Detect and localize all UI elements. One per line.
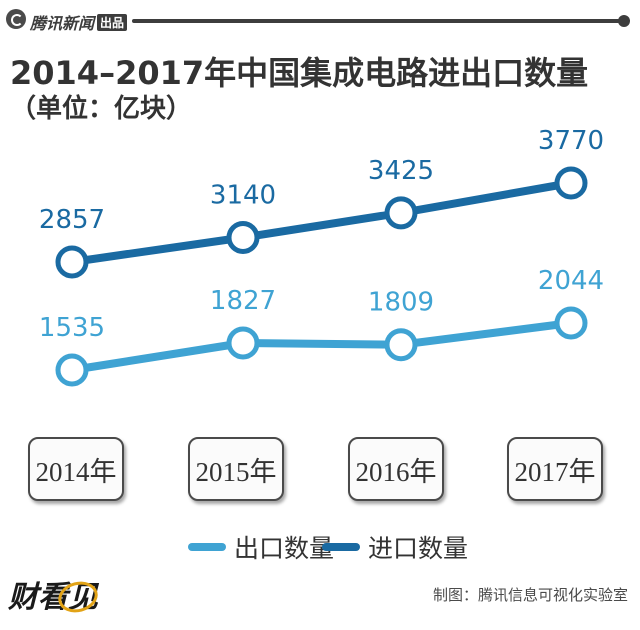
brand-logo: 财看见 bbox=[8, 572, 108, 622]
data-label: 2044 bbox=[538, 266, 604, 296]
chart-credit: 制图：腾讯信息可视化实验室 bbox=[432, 586, 628, 604]
tencent-news-logo-icon bbox=[6, 9, 26, 29]
data-point bbox=[226, 221, 260, 254]
chart-title: 2014–2017年中国集成电路进出口数量 bbox=[10, 54, 589, 92]
data-point bbox=[226, 326, 260, 360]
data-point bbox=[554, 166, 588, 200]
legend-item-export: 出口数量 bbox=[188, 529, 334, 565]
series-line bbox=[68, 179, 575, 266]
source-name: 腾讯新闻 bbox=[30, 14, 95, 33]
data-label: 1535 bbox=[39, 313, 105, 343]
data-label: 1809 bbox=[368, 288, 434, 318]
chart-subtitle: （单位：亿块） bbox=[10, 94, 193, 124]
data-point bbox=[55, 245, 89, 279]
x-category-label: 2016年 bbox=[348, 437, 444, 501]
x-category-label: 2014年 bbox=[28, 437, 124, 501]
data-point bbox=[554, 306, 588, 340]
legend-swatch bbox=[322, 543, 360, 551]
series-line bbox=[68, 319, 575, 374]
chart-legend: 出口数量 进口数量 bbox=[0, 529, 640, 563]
data-point bbox=[384, 328, 418, 362]
legend-item-import: 进口数量 bbox=[322, 529, 468, 565]
legend-label: 出口数量 bbox=[234, 534, 335, 563]
x-category-label: 2017年 bbox=[507, 437, 603, 501]
data-point bbox=[384, 196, 418, 230]
data-label: 3425 bbox=[368, 156, 434, 186]
data-point bbox=[55, 353, 89, 387]
data-label: 2857 bbox=[39, 205, 105, 235]
data-label: 3770 bbox=[538, 126, 604, 156]
header-rule-end-dot bbox=[618, 15, 630, 27]
x-category-label: 2015年 bbox=[188, 437, 284, 501]
source-chip: 出品 bbox=[97, 14, 128, 31]
data-label: 1827 bbox=[210, 286, 276, 316]
header-rule bbox=[132, 19, 620, 23]
legend-swatch bbox=[188, 543, 226, 551]
line-chart: 2857 3140 3425 3770 1535 1827 1809 2044 bbox=[39, 126, 604, 387]
data-label: 3140 bbox=[210, 181, 276, 211]
legend-label: 进口数量 bbox=[368, 534, 469, 563]
header-bar: 腾讯新闻 出品 bbox=[0, 0, 640, 40]
brand-text: 财看见 bbox=[8, 580, 98, 615]
source-label: 腾讯新闻 出品 bbox=[30, 10, 128, 34]
